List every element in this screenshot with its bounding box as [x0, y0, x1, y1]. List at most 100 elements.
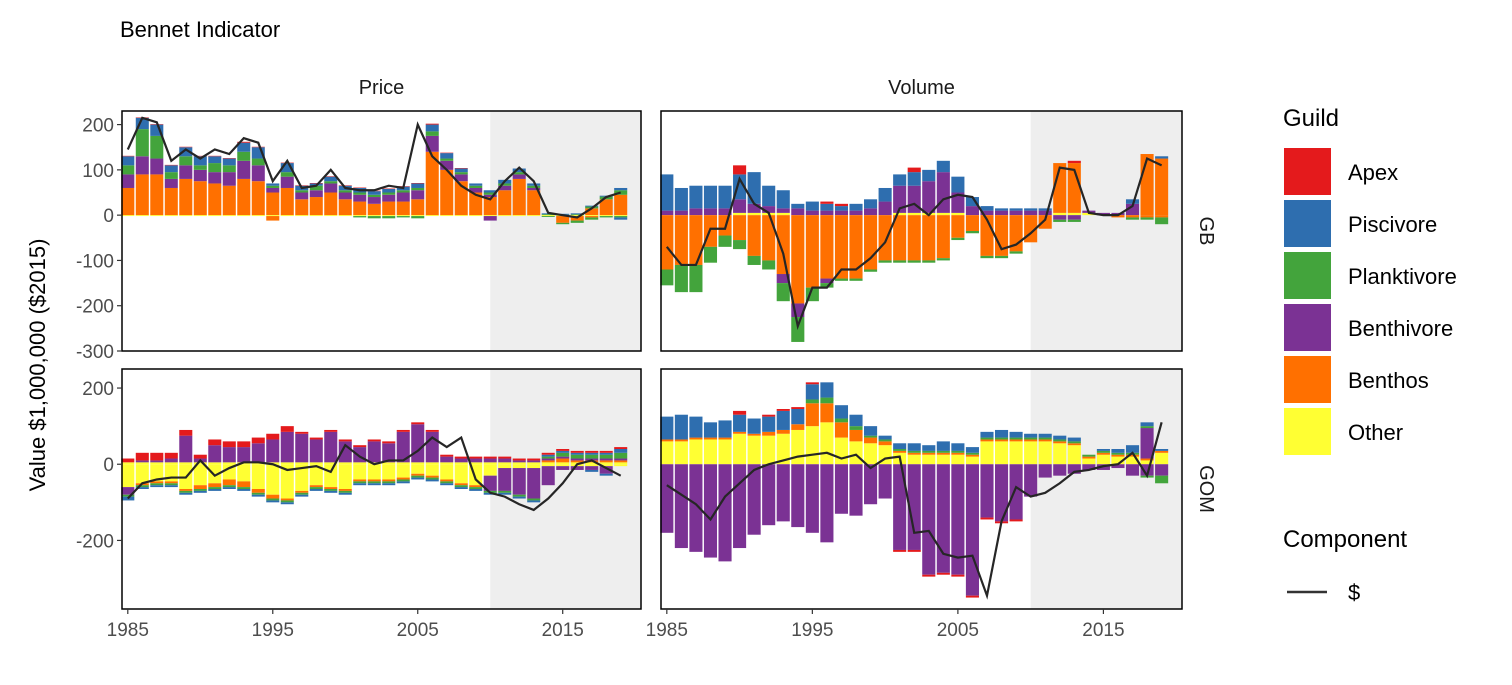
bar-piscivore: [908, 443, 921, 451]
bar-piscivore: [777, 190, 790, 208]
bar-benthos: [835, 422, 848, 437]
bar-other: [281, 215, 294, 216]
bar-piscivore: [791, 204, 804, 209]
bar-other: [1053, 213, 1066, 215]
bar-apex: [733, 165, 746, 174]
legend-label-planktivore: Planktivore: [1348, 264, 1457, 289]
bar-other: [252, 464, 265, 489]
bar-benthivore: [660, 464, 673, 533]
bar-other: [675, 441, 688, 464]
bar-planktivore: [820, 398, 833, 404]
bar-planktivore: [966, 453, 979, 455]
bar-piscivore: [1024, 208, 1037, 210]
bar-other: [150, 215, 163, 216]
bar-other: [614, 464, 627, 466]
bar-apex: [179, 430, 192, 436]
bar-benthos: [1155, 215, 1168, 217]
bar-planktivore: [1024, 438, 1037, 440]
bar-other: [440, 462, 453, 464]
bar-benthos: [266, 495, 279, 499]
bar-planktivore: [1010, 438, 1023, 440]
bar-planktivore: [339, 491, 352, 493]
bar-benthivore: [165, 179, 178, 188]
bar-benthivore: [614, 459, 627, 461]
bar-piscivore: [353, 483, 366, 485]
bar-piscivore: [1068, 438, 1081, 442]
bar-piscivore: [165, 165, 178, 172]
legend-swatch-planktivore: [1284, 252, 1331, 299]
bar-benthos: [411, 199, 424, 215]
bar-piscivore: [704, 422, 717, 437]
bar-benthivore: [252, 443, 265, 462]
bar-other: [1068, 445, 1081, 464]
bar-piscivore: [675, 415, 688, 440]
bar-benthos: [922, 453, 935, 455]
bar-benthos: [194, 181, 207, 215]
bar-benthos: [908, 453, 921, 455]
bar-planktivore: [455, 172, 468, 174]
bar-benthos: [179, 489, 192, 491]
bar-other: [498, 215, 511, 216]
bar-benthivore: [1053, 215, 1066, 220]
bar-other: [310, 215, 323, 216]
bar-benthivore: [368, 441, 381, 462]
bar-planktivore: [585, 455, 598, 459]
bar-other: [762, 436, 775, 465]
bar-benthivore: [542, 459, 555, 461]
bar-other: [397, 462, 410, 464]
bar-planktivore: [614, 216, 627, 217]
bar-planktivore: [527, 186, 540, 188]
bar-benthos: [1141, 215, 1154, 217]
bar-other: [208, 215, 221, 216]
bar-other: [310, 462, 323, 464]
bar-other: [1082, 459, 1095, 465]
bar-other: [440, 215, 453, 216]
bar-other: [660, 441, 673, 464]
bar-other: [165, 215, 178, 216]
bar-other: [121, 462, 134, 464]
bar-benthos: [324, 487, 337, 489]
bar-planktivore: [980, 256, 993, 258]
bar-benthos: [266, 216, 279, 221]
bar-other: [513, 464, 526, 468]
bar-planktivore: [1097, 451, 1110, 453]
bar-piscivore: [849, 204, 862, 211]
bar-other: [237, 215, 250, 216]
bar-benthivore: [1010, 211, 1023, 216]
bar-other: [426, 215, 439, 216]
bar-planktivore: [879, 439, 892, 441]
bar-piscivore: [1111, 449, 1124, 453]
bar-benthivore: [777, 208, 790, 213]
bar-piscivore: [893, 443, 906, 449]
bar-benthivore: [820, 211, 833, 216]
bar-benthivore: [411, 190, 424, 199]
bar-benthivore: [1068, 215, 1081, 220]
bar-piscivore: [893, 174, 906, 185]
bar-planktivore: [498, 491, 511, 493]
bar-other: [484, 215, 497, 216]
bar-benthos: [820, 215, 833, 278]
bar-apex: [893, 550, 906, 552]
legend-swatch-apex: [1284, 148, 1331, 195]
bar-piscivore: [1097, 449, 1110, 451]
bar-piscivore: [237, 489, 250, 491]
bar-benthivore: [513, 468, 526, 495]
bar-benthos: [718, 438, 731, 440]
bar-other: [1053, 443, 1066, 464]
bar-benthos: [556, 459, 569, 463]
bar-planktivore: [922, 451, 935, 453]
bar-planktivore: [585, 217, 598, 219]
bar-other: [922, 455, 935, 465]
bar-other: [937, 213, 950, 215]
bar-planktivore: [951, 238, 964, 240]
x-tick-label: 2005: [397, 620, 439, 641]
bar-benthos: [762, 215, 775, 260]
bar-benthivore: [324, 432, 337, 462]
bar-piscivore: [835, 405, 848, 418]
bar-benthos: [397, 202, 410, 216]
bar-apex: [295, 432, 308, 434]
bar-benthivore: [806, 211, 819, 216]
bar-benthos: [121, 188, 134, 215]
bar-benthivore: [223, 447, 236, 462]
